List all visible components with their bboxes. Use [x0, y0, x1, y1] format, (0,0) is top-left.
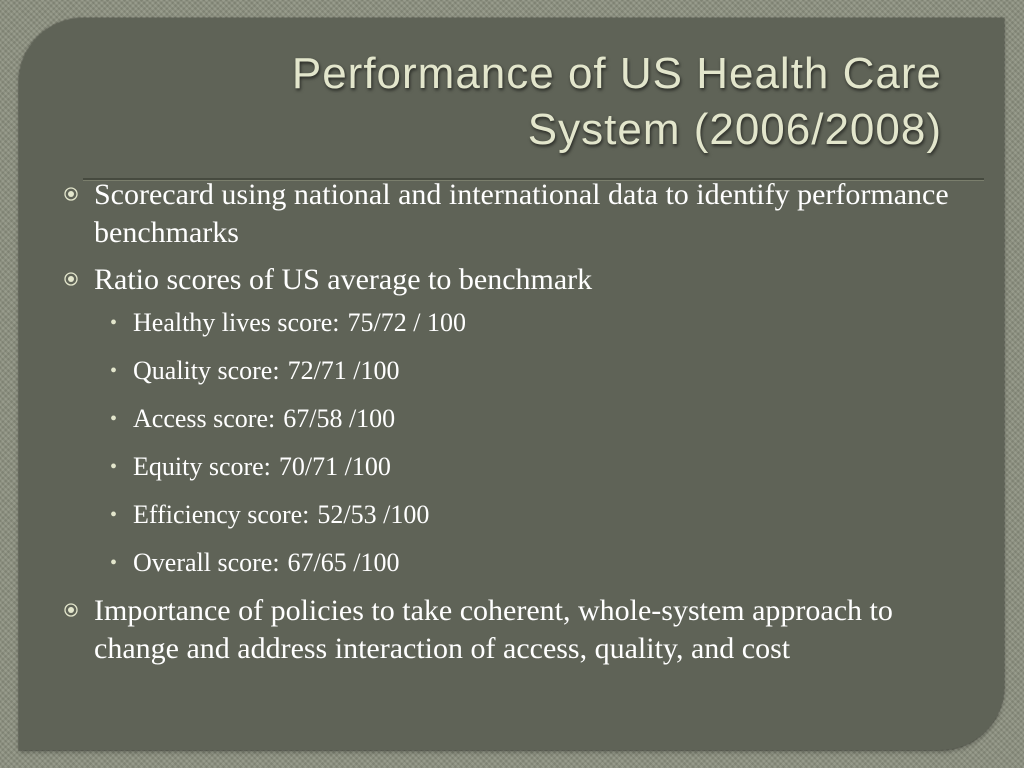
dot-bullet-icon: • [110, 408, 118, 430]
slide-panel: Performance of US Health Care System (20… [19, 18, 1004, 750]
slide-body: Scorecard using national and internation… [62, 176, 962, 677]
circle-bullet-icon [64, 187, 78, 201]
bullet-text: Importance of policies to take coherent,… [94, 594, 893, 665]
dot-bullet-icon: • [110, 552, 118, 574]
dot-bullet-icon: • [110, 456, 118, 478]
score-value: 75/72 / 100 [347, 308, 466, 337]
score-value: 67/58 /100 [283, 404, 396, 433]
score-item: • Overall score: 67/65 /100 [62, 548, 962, 578]
score-label: Efficiency score: [133, 500, 310, 529]
score-label: Equity score: [133, 452, 271, 481]
bullet-item: Ratio scores of US average to benchmark [62, 261, 962, 299]
score-label: Healthy lives score: [133, 308, 340, 337]
bullet-item: Scorecard using national and internation… [62, 176, 962, 252]
score-value: 72/71 /100 [287, 356, 400, 385]
score-label: Access score: [133, 404, 276, 433]
bullet-item: Importance of policies to take coherent,… [62, 592, 962, 668]
score-item: • Efficiency score: 52/53 /100 [62, 500, 962, 530]
score-value: 70/71 /100 [278, 452, 391, 481]
score-label: Overall score: [133, 548, 280, 577]
title-divider [83, 178, 984, 181]
score-label: Quality score: [133, 356, 280, 385]
circle-bullet-icon [64, 272, 78, 286]
title-line-1: Performance of US Health Care [291, 49, 942, 98]
dot-bullet-icon: • [110, 360, 118, 382]
circle-bullet-icon [64, 603, 78, 617]
slide-title: Performance of US Health Care System (20… [92, 46, 942, 158]
dot-bullet-icon: • [110, 504, 118, 526]
dot-bullet-icon: • [110, 312, 118, 334]
bullet-text: Scorecard using national and internation… [94, 178, 949, 249]
score-item: • Healthy lives score: 75/72 / 100 [62, 308, 962, 338]
score-item: • Equity score: 70/71 /100 [62, 452, 962, 482]
title-line-2: System (2006/2008) [527, 105, 942, 154]
score-value: 67/65 /100 [287, 548, 400, 577]
score-item: • Access score: 67/58 /100 [62, 404, 962, 434]
score-item: • Quality score: 72/71 /100 [62, 356, 962, 386]
bullet-text: Ratio scores of US average to benchmark [94, 263, 593, 296]
score-value: 52/53 /100 [317, 500, 430, 529]
